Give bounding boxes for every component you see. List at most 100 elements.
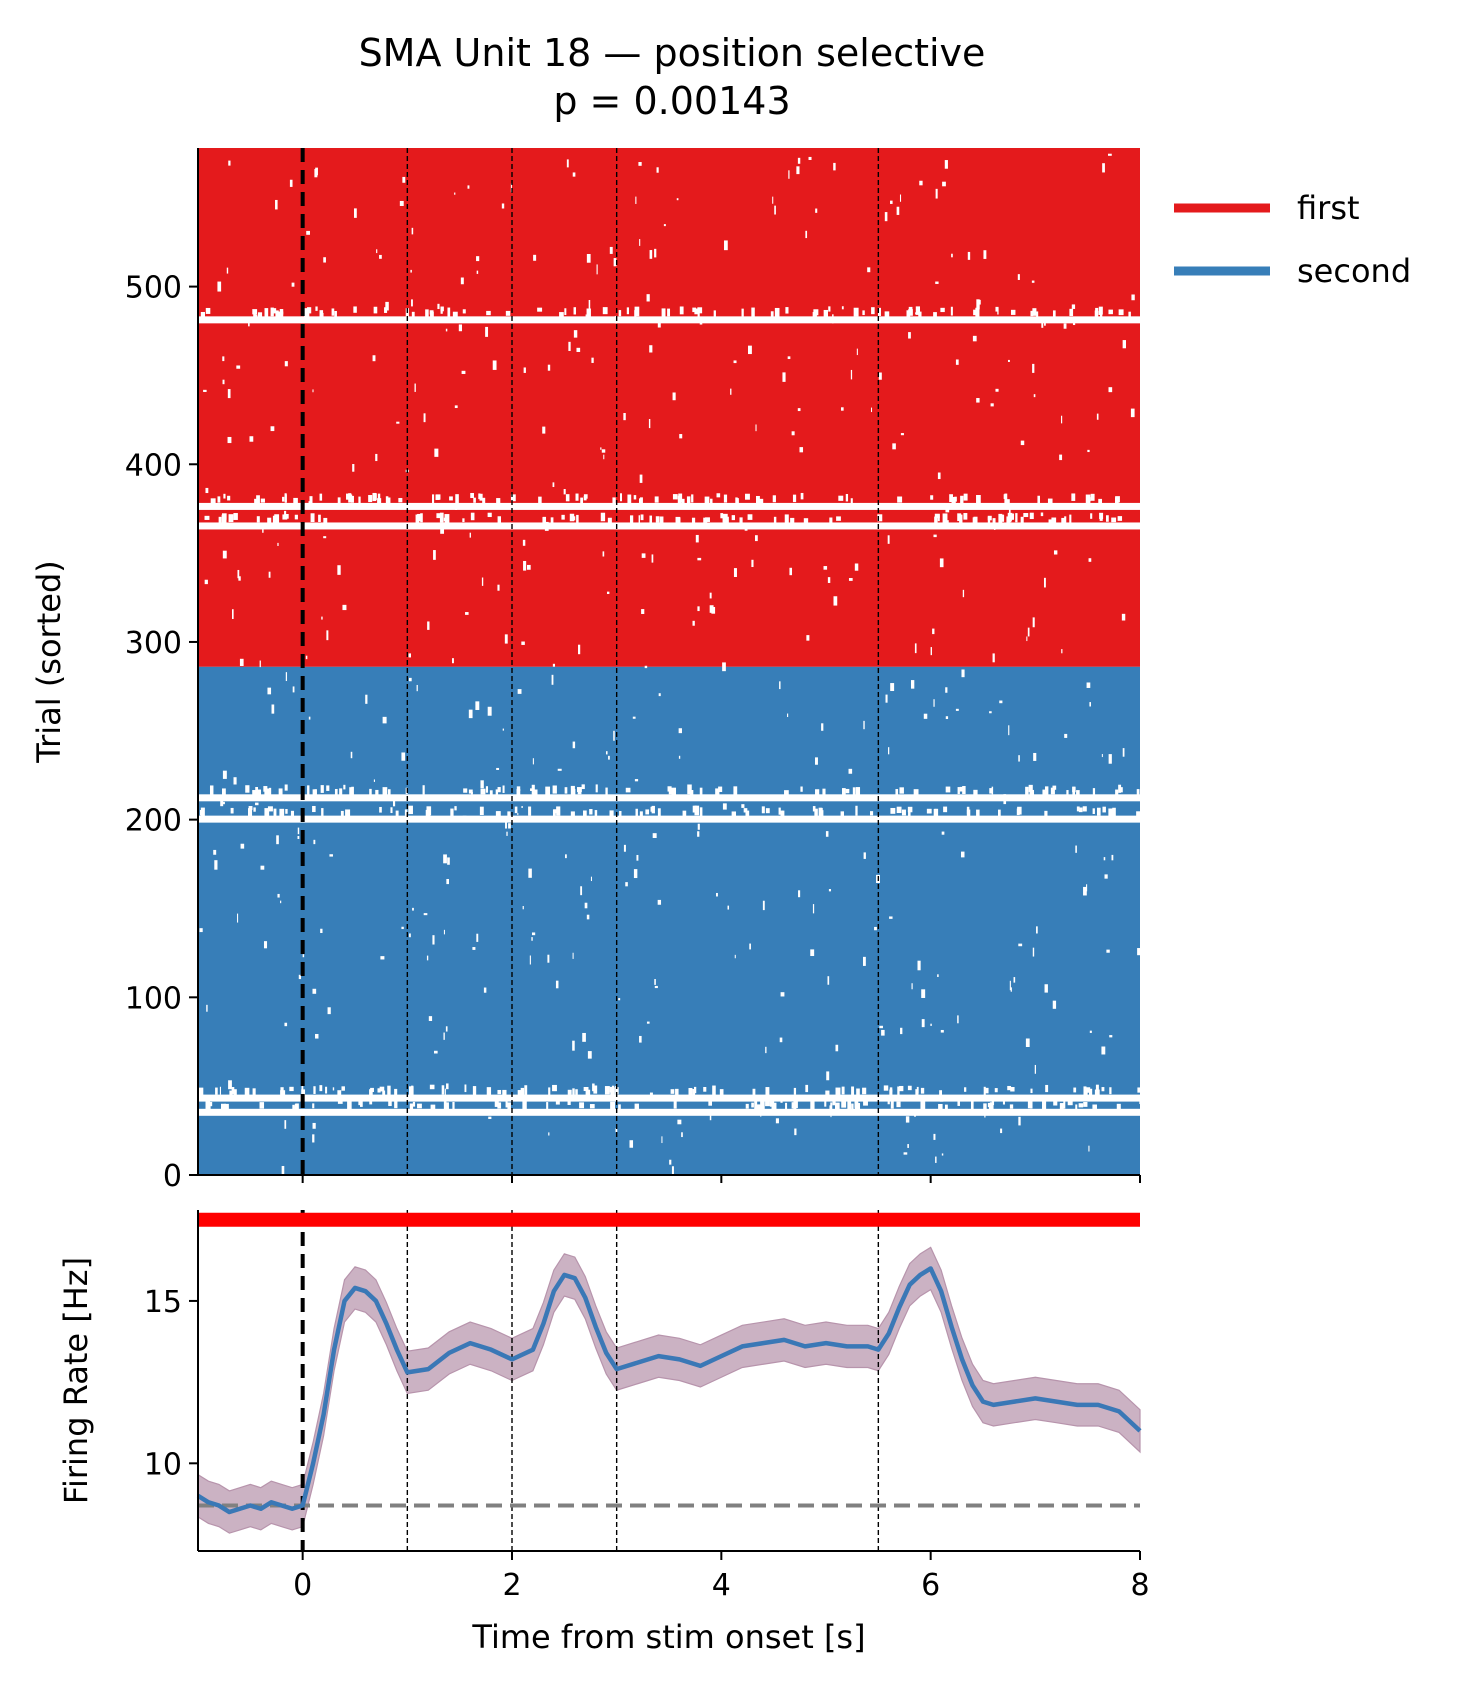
raster-gap-tick (710, 498, 713, 506)
raster-speck (854, 563, 859, 571)
raster-speck (396, 421, 400, 424)
raster-speck (410, 269, 412, 273)
raster-speck (815, 757, 818, 765)
raster-speck (942, 181, 946, 187)
raster-gap-tick (417, 513, 422, 522)
raster-speck (248, 321, 250, 327)
raster-speck (326, 630, 329, 641)
raster-speck (827, 976, 830, 985)
raster-gap-tick (718, 786, 723, 792)
raster-speck (423, 913, 428, 916)
raster-speck (409, 933, 411, 938)
raster-gap-tick (845, 494, 849, 502)
raster-speck (941, 1153, 944, 1156)
raster-gap-tick (579, 1102, 585, 1109)
raster-speck (871, 407, 873, 413)
raster-gap-tick (933, 312, 937, 318)
raster-gap-tick (991, 1100, 995, 1106)
raster-speck (1044, 984, 1048, 993)
raster-gap-tick (1067, 1100, 1073, 1106)
raster-speck (635, 196, 637, 204)
raster-gap-tick (792, 494, 797, 503)
raster-gap-tick (589, 1104, 595, 1109)
raster-speck (1108, 387, 1113, 393)
raster-gap-tick (739, 517, 743, 524)
raster-gap-tick (626, 307, 630, 315)
raster-speck (1043, 577, 1046, 588)
raster-speck (634, 779, 639, 782)
raster-gap-tick (897, 496, 903, 503)
raster-gap-tick (253, 807, 256, 812)
raster-speck (848, 578, 853, 581)
raster-speck (280, 900, 282, 904)
raster-gap-tick (908, 306, 913, 311)
raster-speck (939, 558, 944, 568)
raster-gap-tick (841, 788, 846, 798)
raster-gap-tick (387, 1085, 391, 1095)
raster-gap-tick (231, 1087, 235, 1094)
raster-speck (815, 208, 818, 213)
raster-gap-tick (548, 1087, 551, 1097)
raster-speck (805, 230, 808, 239)
raster-gap-tick (294, 514, 298, 520)
raster-speck (1007, 359, 1010, 362)
raster-gap-tick (497, 787, 501, 793)
raster-speck (911, 983, 913, 990)
raster-speck (462, 518, 465, 523)
raster-speck (452, 658, 454, 664)
raster-gap-tick (1073, 1087, 1077, 1093)
raster-speck (1032, 947, 1035, 957)
raster-gap-tick (871, 307, 875, 315)
raster-speck (275, 199, 278, 210)
raster-gap-tick (259, 1102, 265, 1109)
raster-gap-tick (207, 1103, 211, 1112)
raster-gap-tick (444, 1102, 449, 1111)
raster-gap-tick (341, 1086, 345, 1091)
rate-x-ticks: 0 2 4 6 8 (293, 1551, 1150, 1603)
chart-title: SMA Unit 18 — position selective (359, 31, 986, 75)
raster-gap-tick (1118, 309, 1124, 316)
raster-speck (426, 955, 429, 961)
raster-gap-tick (369, 1100, 373, 1105)
raster-gap-tick (1063, 1100, 1066, 1109)
raster-gap-tick (976, 809, 980, 819)
raster-gap-tick (908, 810, 911, 819)
raster-speck (454, 192, 456, 195)
raster-gap-tick (841, 1101, 847, 1108)
raster-gap-tick (278, 311, 284, 322)
raster-speck (521, 805, 523, 808)
raster-gap-tick (1118, 784, 1122, 793)
raster-gap-tick (1052, 310, 1056, 318)
raster-gap-tick (760, 1099, 765, 1110)
raster-gap-tick (439, 512, 444, 523)
raster-gap-tick (1136, 789, 1140, 797)
raster-gap-tick (852, 787, 856, 797)
raster-speck (941, 831, 945, 835)
raster-speck (1106, 949, 1110, 953)
raster-gap-tick (531, 784, 535, 795)
raster-speck (219, 1086, 222, 1095)
raster-speck (353, 208, 357, 218)
raster-speck (465, 612, 469, 615)
raster-gap-tick (995, 306, 999, 312)
raster-gap-tick (1128, 311, 1131, 321)
raster-gap-tick (939, 1090, 943, 1098)
raster-speck (271, 704, 275, 714)
raster-gap-tick (215, 1087, 218, 1095)
raster-gap-first (198, 492, 1140, 510)
raster-gap-tick (1136, 811, 1142, 819)
raster-speck (590, 876, 592, 882)
raster-speck (312, 1122, 316, 1129)
raster-speck (305, 655, 308, 660)
raster-speck (747, 345, 752, 355)
raster-gap-tick (785, 1102, 788, 1111)
raster-speck (669, 1159, 672, 1165)
raster-gap-tick (703, 1086, 707, 1092)
raster-gap-tick (200, 807, 205, 817)
raster-speck (782, 372, 786, 382)
raster-gap-tick (463, 788, 468, 793)
raster-event-lines (300, 148, 880, 1175)
raster-speck (972, 335, 977, 342)
raster-gap-tick (1076, 790, 1080, 796)
raster-speck (1111, 854, 1114, 861)
